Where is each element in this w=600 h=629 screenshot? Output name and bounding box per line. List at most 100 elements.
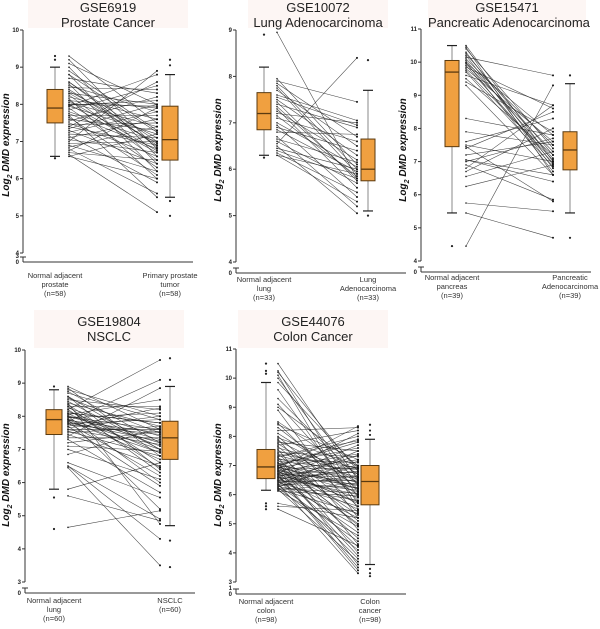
normal-sample-point — [67, 412, 69, 414]
x-category-label: Adenocarcinoma — [542, 282, 599, 291]
normal-sample-point — [68, 151, 70, 154]
panel-gse19804: GSE19804 NSCLC 3 4 5 6 7 8 9 10 0 Log2 DMD expres… — [0, 310, 200, 629]
y-tick-label: 9 — [414, 93, 418, 99]
paired-sample-line — [277, 508, 359, 546]
normal-sample-point — [276, 145, 278, 147]
tumor-sample-point — [156, 170, 158, 173]
tumor-sample-point — [357, 516, 359, 519]
paired-sample-line — [277, 436, 359, 458]
normal-sample-point — [68, 103, 70, 106]
paired-sample-line — [277, 503, 359, 519]
paired-sample-line — [67, 434, 161, 467]
tumor-sample-point — [156, 166, 158, 169]
tumor-sample-point — [156, 159, 158, 162]
tumor-sample-point — [356, 135, 358, 138]
outlier-point — [168, 58, 172, 61]
tumor-sample-point — [356, 56, 358, 59]
x-category-label: (n=60) — [159, 605, 181, 614]
tumor-sample-point — [357, 525, 359, 528]
tumor-sample-point — [159, 564, 161, 567]
normal-sample-point — [67, 433, 69, 436]
box-iqr — [161, 105, 179, 161]
normal-sample-point — [68, 140, 70, 143]
normal-sample-point — [277, 406, 279, 409]
y-tick-label: 6 — [414, 193, 418, 199]
normal-sample-point — [277, 448, 279, 451]
normal-sample-point — [68, 118, 70, 120]
outlier-point — [264, 508, 268, 511]
y-tick-label: 3 — [16, 254, 20, 260]
tumor-sample-point — [156, 105, 158, 108]
normal-sample-point — [68, 97, 70, 100]
tumor-sample-point — [357, 531, 359, 534]
panel-gse6919: GSE6919 Prostate Cancer 4 5 6 7 8 9 10 3 0 Log2 D… — [0, 0, 200, 310]
normal-sample-point — [277, 381, 279, 384]
paired-sample-line — [67, 439, 161, 493]
normal-sample-point — [465, 67, 467, 70]
paired-sample-line — [68, 78, 158, 94]
tumor-sample-point — [357, 544, 359, 547]
paired-sample-line — [68, 122, 158, 157]
normal-sample-point — [68, 123, 70, 126]
y-tick-label: 3 — [18, 580, 22, 586]
outlier-point — [168, 539, 172, 542]
tumor-sample-point — [159, 445, 161, 448]
y-tick-label: 7 — [229, 121, 233, 127]
normal-sample-point — [68, 125, 70, 128]
panel-title: GSE44076 Colon Cancer — [238, 310, 388, 348]
tumor-sample-point — [357, 441, 359, 444]
paired-sample-line — [276, 94, 358, 121]
panel-title: GSE19804 NSCLC — [34, 310, 184, 348]
normal-sample-point — [67, 438, 69, 441]
paired-sample-line — [277, 506, 359, 511]
tumor-sample-point — [159, 455, 161, 458]
normal-sample-point — [276, 105, 278, 108]
tumor-sample-point — [156, 88, 158, 91]
tumor-sample-point — [357, 566, 359, 569]
normal-sample-point — [277, 461, 279, 464]
paired-sample-line — [67, 379, 161, 422]
normal-sample-point — [277, 422, 279, 425]
paired-sample-line — [277, 450, 359, 485]
normal-sample-point — [68, 153, 70, 156]
normal-sample-point — [276, 124, 278, 126]
tumor-sample-point — [156, 151, 158, 154]
normal-sample-point — [277, 377, 279, 379]
tumor-sample-point — [357, 522, 359, 525]
y-tick-label: 4 — [229, 260, 233, 266]
outlier-point — [262, 33, 266, 36]
tumor-sample-point — [552, 165, 554, 168]
normal-sample-point — [67, 488, 69, 490]
normal-sample-point — [277, 429, 279, 432]
y-tick-label: 5 — [414, 226, 418, 232]
outlier-point — [262, 156, 266, 159]
x-category-label: Normal adjacent — [27, 596, 83, 605]
paired-sample-line — [465, 62, 554, 136]
y-tick-label: 10 — [410, 60, 417, 66]
tumor-sample-point — [552, 127, 554, 130]
paired-sample-line — [68, 107, 158, 152]
paired-sample-line — [67, 420, 161, 454]
tumor-sample-point — [159, 441, 161, 444]
tumor-sample-point — [552, 153, 554, 156]
paired-sample-line — [67, 402, 161, 427]
y-axis-label: Log2 DMD expression — [213, 423, 226, 526]
normal-sample-point — [67, 465, 69, 467]
outlier-point — [53, 54, 57, 58]
tumor-sample-point — [357, 528, 359, 531]
y-tick-label: 8 — [16, 102, 20, 108]
normal-sample-point — [465, 59, 467, 62]
x-category-label: tumor — [160, 280, 180, 289]
dataset-id: GSE15471 — [475, 0, 539, 15]
tumor-sample-point — [357, 461, 359, 464]
paired-sample-line — [68, 70, 158, 142]
normal-sample-point — [68, 122, 70, 124]
normal-sample-point — [67, 385, 69, 388]
x-category-label: (n=33) — [357, 293, 379, 302]
normal-sample-point — [465, 202, 467, 204]
tumor-sample-point — [159, 436, 161, 439]
tumor-sample-point — [159, 415, 161, 418]
paired-sample-line — [465, 151, 554, 177]
normal-sample-point — [277, 454, 279, 457]
paired-sample-line — [67, 467, 161, 566]
